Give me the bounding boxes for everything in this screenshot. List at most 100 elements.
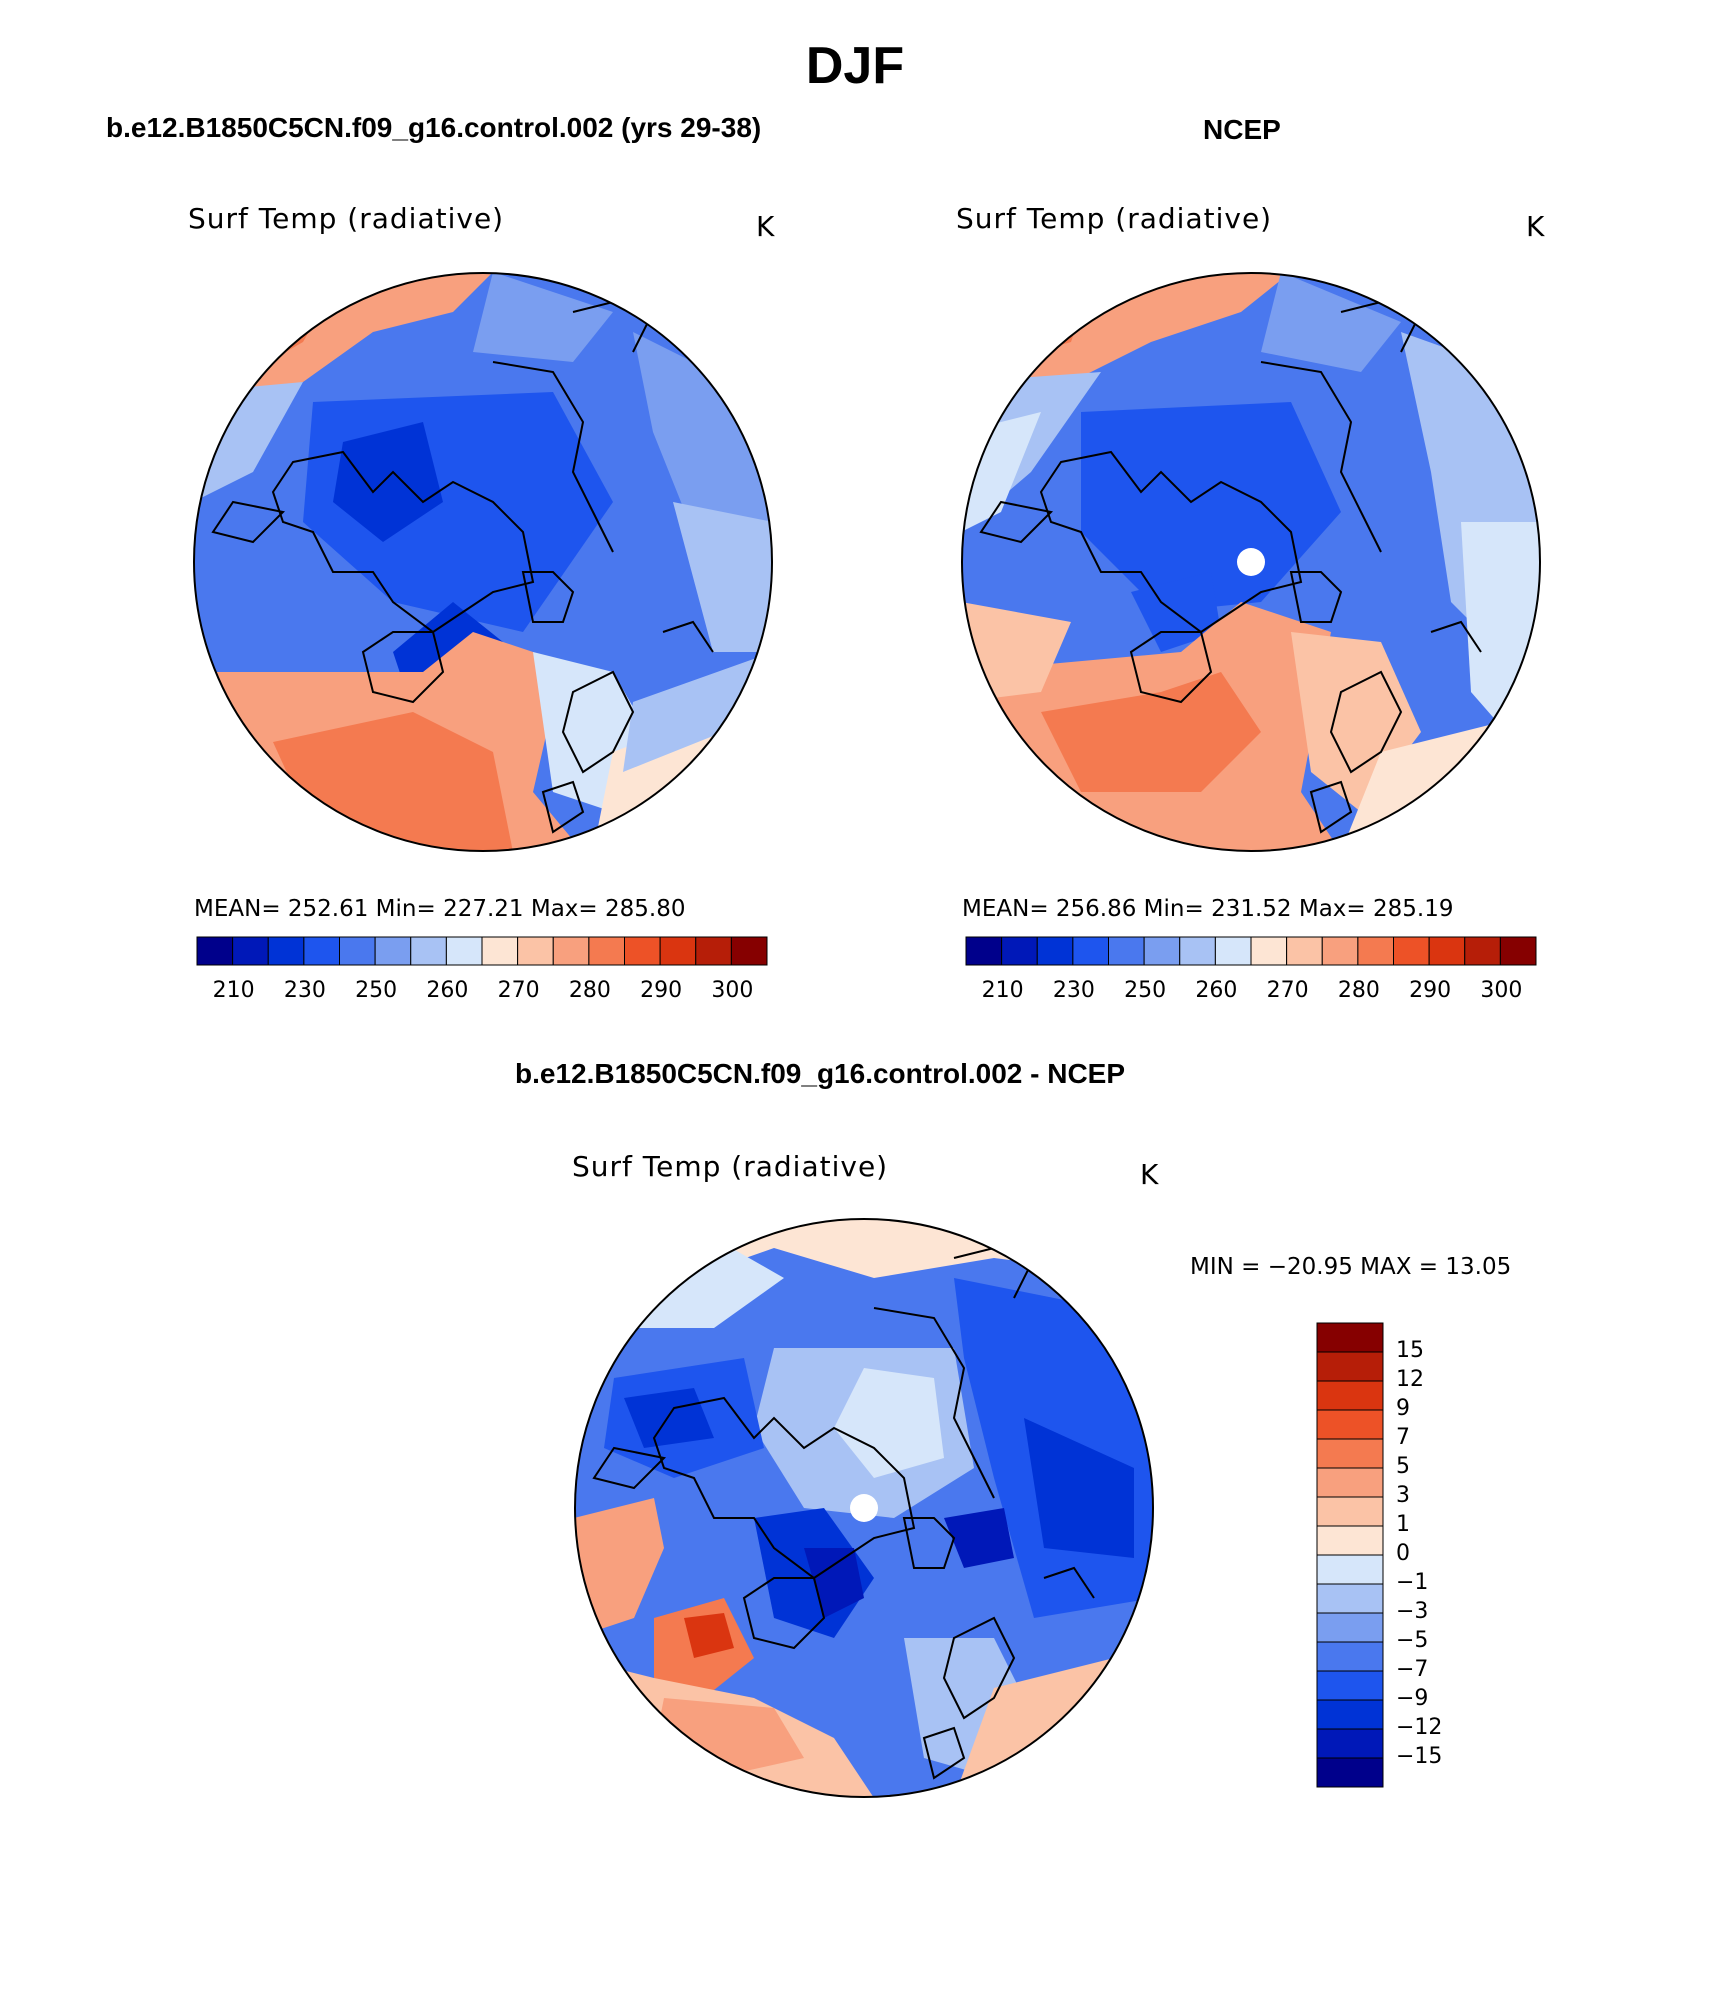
obs-case-title: NCEP bbox=[1203, 114, 1281, 145]
model-colorbar-swatch bbox=[730, 936, 768, 966]
obs-colorbar-swatch bbox=[1036, 936, 1074, 966]
model-colorbar-label: 300 bbox=[711, 978, 754, 1003]
diff-colorbar-label: 5 bbox=[1396, 1454, 1410, 1479]
model-colorbar-swatch bbox=[445, 936, 483, 966]
diff-colorbar-label: 0 bbox=[1396, 1541, 1410, 1566]
diff-colorbar-swatch bbox=[1316, 1380, 1384, 1411]
model-colorbar-swatch bbox=[659, 936, 697, 966]
diff-colorbar-label: −5 bbox=[1396, 1628, 1429, 1653]
obs-labrador-pale bbox=[962, 602, 1071, 702]
diff-hudson-warm bbox=[575, 1498, 664, 1638]
obs-colorbar bbox=[965, 936, 1537, 966]
diff-colorbar-swatch bbox=[1316, 1525, 1384, 1556]
obs-colorbar-swatch bbox=[965, 936, 1003, 966]
diff-colorbar-swatch bbox=[1316, 1757, 1384, 1788]
diff-colorbar-label: −7 bbox=[1396, 1657, 1429, 1682]
diff-colorbar-label: 1 bbox=[1396, 1512, 1410, 1537]
diff-colorbar-swatch bbox=[1316, 1322, 1384, 1353]
obs-pole-hole bbox=[1237, 548, 1265, 576]
obs-coastlines bbox=[979, 300, 1503, 834]
model-case-title: b.e12.B1850C5CN.f09_g16.control.002 (yrs… bbox=[106, 112, 762, 143]
obs-colorbar-swatch bbox=[1499, 936, 1537, 966]
obs-colorbar-label: 290 bbox=[1409, 978, 1452, 1003]
obs-siberia-band bbox=[1261, 273, 1401, 372]
model-units: K bbox=[756, 210, 775, 243]
diff-colorbar-swatch bbox=[1316, 1699, 1384, 1730]
model-colorbar-label: 250 bbox=[355, 978, 398, 1003]
diff-colorbar-swatch bbox=[1316, 1438, 1384, 1469]
model-variable-title: Surf Temp (radiative) bbox=[188, 202, 505, 235]
model-colorbar-swatch bbox=[410, 936, 447, 966]
diff-colorbar-label: −1 bbox=[1396, 1570, 1429, 1595]
figure-title: DJF bbox=[805, 37, 905, 95]
model-colorbar-label: 290 bbox=[640, 978, 683, 1003]
diff-stats: MIN = −20.95 MAX = 13.05 bbox=[1190, 1254, 1512, 1280]
diff-colorbar-label: −15 bbox=[1396, 1744, 1443, 1769]
diff-colorbar-swatch bbox=[1316, 1612, 1384, 1643]
diff-colorbar-label: −9 bbox=[1396, 1686, 1429, 1711]
model-colorbar-swatch bbox=[196, 936, 234, 966]
model-siberia-band bbox=[473, 273, 613, 362]
obs-colorbar-label: 260 bbox=[1195, 978, 1238, 1003]
diff-colorbar-label: 9 bbox=[1396, 1396, 1410, 1421]
model-colorbar bbox=[196, 936, 768, 966]
diff-colorbar-swatch bbox=[1316, 1670, 1384, 1701]
obs-colorbar-swatch bbox=[1286, 936, 1323, 966]
model-eurasia-light bbox=[623, 652, 772, 772]
obs-colorbar-swatch bbox=[1143, 936, 1181, 966]
obs-colorbar-swatch bbox=[1321, 936, 1359, 966]
diff-polar-pale bbox=[834, 1368, 944, 1478]
obs-polar-map bbox=[961, 272, 1541, 852]
model-colorbar-swatch bbox=[339, 936, 376, 966]
diff-colorbar bbox=[1316, 1322, 1384, 1788]
obs-colorbar-label: 210 bbox=[981, 978, 1024, 1003]
diff-alaska-colder bbox=[624, 1388, 714, 1448]
model-colorbar-label: 270 bbox=[497, 978, 540, 1003]
obs-warm-atlantic-core bbox=[1041, 672, 1261, 792]
model-colorbar-swatch bbox=[588, 936, 625, 966]
obs-colorbar-swatch bbox=[1001, 936, 1038, 966]
model-colorbar-swatch bbox=[517, 936, 554, 966]
obs-colorbar-label: 280 bbox=[1337, 978, 1380, 1003]
model-colorbar-label: 210 bbox=[212, 978, 255, 1003]
model-polar-map bbox=[193, 272, 773, 852]
obs-colorbar-swatch bbox=[1179, 936, 1216, 966]
model-coastlines bbox=[211, 300, 735, 834]
model-stats: MEAN= 252.61 Min= 227.21 Max= 285.80 bbox=[194, 896, 686, 922]
obs-colorbar-swatch bbox=[1428, 936, 1466, 966]
obs-map-border bbox=[961, 272, 1541, 852]
model-map-border bbox=[193, 272, 773, 852]
obs-colorbar-label: 300 bbox=[1480, 978, 1523, 1003]
diff-variable-title: Surf Temp (radiative) bbox=[572, 1150, 889, 1183]
model-colorbar-swatch bbox=[303, 936, 340, 966]
obs-colorbar-swatch bbox=[1214, 936, 1252, 966]
diff-colorbar-swatch bbox=[1316, 1728, 1384, 1759]
model-colorbar-swatch bbox=[267, 936, 305, 966]
model-colorbar-label: 280 bbox=[568, 978, 611, 1003]
obs-stats: MEAN= 256.86 Min= 231.52 Max= 285.19 bbox=[962, 896, 1454, 922]
diff-colorbar-label: −12 bbox=[1396, 1715, 1443, 1740]
diff-case-title: b.e12.B1850C5CN.f09_g16.control.002 - NC… bbox=[515, 1058, 1126, 1089]
model-colorbar-label: 230 bbox=[283, 978, 326, 1003]
model-colorbar-label: 260 bbox=[426, 978, 469, 1003]
model-colorbar-swatch bbox=[695, 936, 732, 966]
model-colorbar-swatch bbox=[552, 936, 590, 966]
obs-colorbar-swatch bbox=[1250, 936, 1288, 966]
diff-colorbar-label: 3 bbox=[1396, 1483, 1410, 1508]
obs-cold-core bbox=[1081, 402, 1341, 612]
diff-colorbar-label: −3 bbox=[1396, 1599, 1429, 1624]
diff-colorbar-swatch bbox=[1316, 1641, 1384, 1672]
diff-pole-hole bbox=[850, 1494, 878, 1522]
obs-colorbar-swatch bbox=[1108, 936, 1145, 966]
diff-colorbar-label: 15 bbox=[1396, 1338, 1424, 1363]
diff-colorbar-swatch bbox=[1316, 1554, 1384, 1585]
obs-colorbar-label: 250 bbox=[1124, 978, 1167, 1003]
diff-colorbar-label: 12 bbox=[1396, 1367, 1424, 1392]
model-colorbar-swatch bbox=[232, 936, 269, 966]
obs-variable-title: Surf Temp (radiative) bbox=[956, 202, 1273, 235]
model-cold-archipelago bbox=[333, 422, 443, 542]
obs-colorbar-swatch bbox=[1072, 936, 1109, 966]
model-colorbar-swatch bbox=[624, 936, 661, 966]
diff-labrador-hot bbox=[684, 1613, 734, 1658]
